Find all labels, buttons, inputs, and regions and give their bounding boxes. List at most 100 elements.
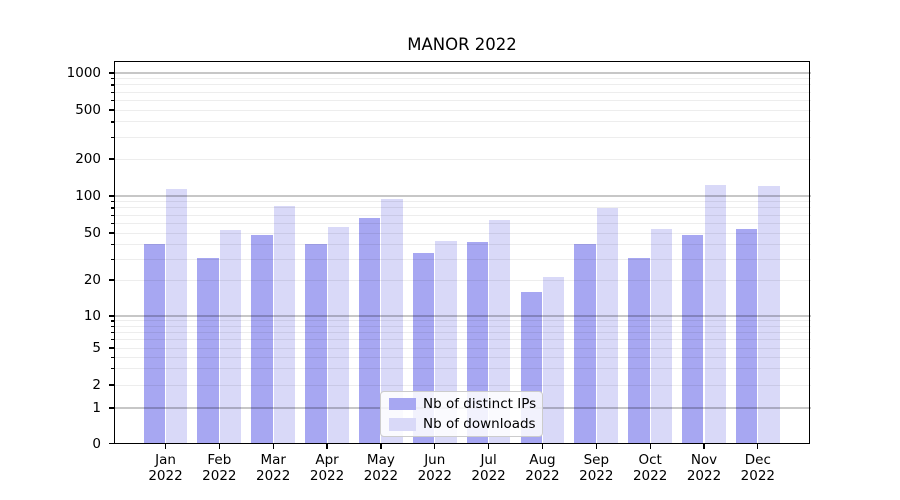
x-tick-label-apr: Apr 2022 — [309, 452, 345, 485]
bar-distinct-ips-mar — [251, 235, 273, 444]
gridline-minor-80 — [113, 207, 811, 209]
x-tick-nov — [703, 443, 705, 449]
y-tick-label-1: 1 — [92, 400, 101, 416]
bar-downloads-aug — [542, 277, 565, 444]
y-minortick-90 — [110, 201, 114, 203]
gridline-minor-70 — [113, 214, 811, 216]
plot-area-border — [113, 60, 810, 444]
x-tick-label-oct: Oct 2022 — [632, 452, 668, 485]
x-tick-label-aug: Aug 2022 — [525, 452, 560, 485]
y-tick-20 — [108, 279, 114, 281]
gridline-minor-3 — [113, 368, 811, 370]
gridline-minor-4 — [113, 356, 811, 358]
x-tick-aug — [541, 443, 544, 449]
gridline-minor-5 — [113, 347, 811, 349]
y-tick-label-1000: 1000 — [66, 65, 101, 81]
bar-distinct-ips-feb — [197, 257, 219, 444]
y-tick-1 — [108, 407, 114, 409]
bar-distinct-ips-nov — [682, 235, 704, 444]
y-tick-1000 — [108, 72, 114, 74]
bar-downloads-apr — [327, 226, 349, 444]
x-tick-label-jun: Jun 2022 — [417, 452, 452, 485]
x-tick-sep — [595, 443, 597, 449]
gridline-minor-90 — [113, 201, 811, 203]
bar-distinct-ips-dec — [735, 228, 758, 444]
y-tick-label-5: 5 — [92, 340, 101, 356]
y-minortick-7 — [110, 331, 114, 334]
gridline-minor-700 — [113, 91, 811, 93]
y-minortick-400 — [110, 121, 114, 123]
gridline-major-100 — [113, 195, 811, 197]
gridline-minor-7 — [113, 331, 811, 333]
bar-downloads-jan — [166, 189, 188, 444]
y-minortick-900 — [110, 78, 114, 80]
gridline-minor-20 — [113, 279, 811, 281]
y-minortick-800 — [110, 84, 114, 86]
x-tick-mar — [272, 443, 274, 449]
y-tick-0 — [108, 442, 114, 445]
x-tick-jan — [164, 443, 167, 449]
y-tick-200 — [108, 158, 114, 160]
bar-distinct-ips-sep — [574, 244, 596, 444]
x-tick-oct — [649, 443, 651, 449]
bar-downloads-nov — [704, 184, 726, 444]
legend-entry-downloads: Nb of downloads — [389, 415, 536, 435]
legend: Nb of distinct IPs Nb of downloads — [380, 391, 543, 437]
gridline-minor-500 — [113, 109, 811, 111]
bar-distinct-ips-may — [359, 218, 381, 444]
gridline-minor-60 — [113, 222, 811, 224]
y-tick-label-200: 200 — [75, 151, 101, 167]
x-tick-feb — [218, 443, 220, 449]
y-tick-label-100: 100 — [75, 188, 101, 204]
y-tick-2 — [108, 384, 114, 386]
x-tick-label-feb: Feb 2022 — [202, 452, 237, 485]
bar-distinct-ips-apr — [305, 244, 327, 444]
gridline-minor-200 — [113, 158, 811, 160]
y-minortick-3 — [110, 368, 114, 370]
y-minortick-60 — [110, 222, 114, 225]
x-tick-label-mar: Mar 2022 — [256, 452, 291, 485]
gridline-minor-800 — [113, 84, 811, 86]
y-tick-label-10: 10 — [83, 308, 101, 324]
y-tick-500 — [108, 109, 114, 111]
y-minortick-600 — [110, 99, 114, 102]
gridline-minor-300 — [113, 136, 811, 138]
x-tick-may — [380, 443, 382, 449]
bar-downloads-dec — [758, 185, 780, 444]
y-minortick-9 — [110, 320, 114, 322]
bar-distinct-ips-oct — [628, 257, 650, 444]
y-minortick-300 — [110, 136, 114, 139]
gridline-minor-6 — [113, 339, 811, 341]
y-minortick-700 — [110, 91, 114, 93]
bar-distinct-ips-jan — [143, 244, 165, 444]
gridline-minor-2 — [113, 384, 811, 386]
bar-downloads-may — [381, 199, 403, 444]
bar-downloads-sep — [596, 207, 619, 444]
y-minortick-8 — [110, 325, 114, 328]
x-tick-apr — [326, 443, 328, 449]
x-tick-label-may: May 2022 — [363, 452, 399, 485]
bar-downloads-mar — [273, 205, 296, 444]
y-tick-label-50: 50 — [83, 225, 101, 241]
y-tick-label-0: 0 — [92, 435, 101, 452]
gridline-minor-400 — [113, 121, 811, 123]
legend-label-downloads: Nb of downloads — [423, 416, 536, 433]
y-tick-label-500: 500 — [75, 102, 101, 118]
gridline-minor-30 — [113, 258, 811, 260]
y-tick-10 — [108, 315, 114, 317]
legend-swatch-distinct-ips — [389, 397, 416, 410]
gridline-minor-900 — [113, 78, 811, 80]
x-tick-label-jul: Jul 2022 — [471, 452, 506, 485]
x-tick-label-jan: Jan 2022 — [148, 452, 183, 485]
y-tick-5 — [108, 347, 114, 349]
chart-title: MANOR 2022 — [407, 35, 517, 54]
bar-downloads-jul — [489, 219, 511, 444]
gridline-minor-9 — [113, 320, 811, 322]
y-minortick-30 — [110, 258, 114, 260]
legend-entry-distinct-ips: Nb of distinct IPs — [389, 394, 536, 414]
bar-downloads-feb — [219, 229, 242, 444]
legend-swatch-downloads — [389, 418, 416, 431]
y-minortick-80 — [110, 207, 114, 209]
gridline-major-1000 — [113, 72, 811, 74]
